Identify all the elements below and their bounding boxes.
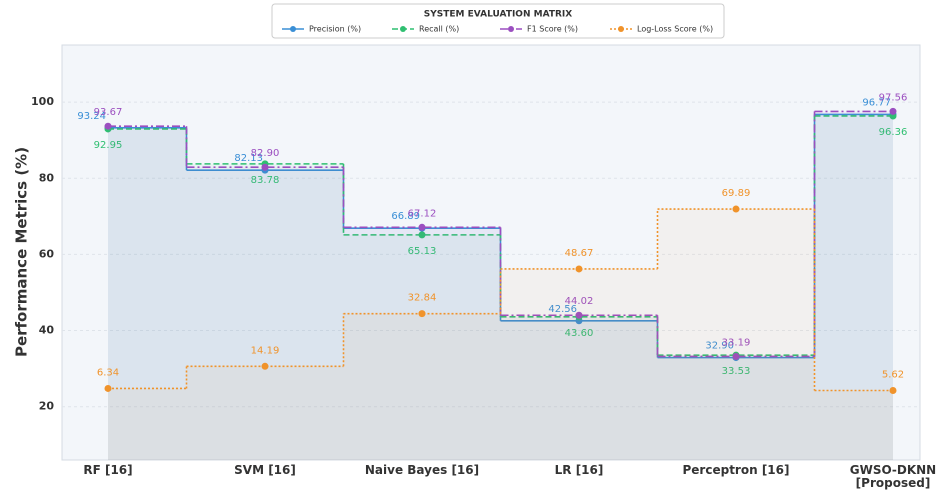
value-label: 6.34 <box>97 367 119 378</box>
x-tick-label: RF [16] <box>83 463 133 477</box>
y-tick-label: 40 <box>39 324 55 337</box>
value-label: 92.95 <box>94 140 123 151</box>
value-label: 42.56 <box>548 304 577 315</box>
x-tick-label: Perceptron [16] <box>682 463 790 477</box>
legend-label: F1 Score (%) <box>527 25 578 34</box>
area-fill <box>500 315 658 460</box>
area-fill <box>657 356 815 460</box>
point <box>104 384 112 392</box>
value-label: 33.53 <box>722 366 751 377</box>
area-fill <box>814 390 893 460</box>
area-fill <box>343 313 501 460</box>
value-label: 96.36 <box>879 127 908 138</box>
area-fill <box>657 209 815 460</box>
area-fill <box>657 355 815 460</box>
plot-area <box>61 44 921 461</box>
y-tick-label: 60 <box>39 247 55 260</box>
area-fill <box>108 388 187 460</box>
area-fill <box>500 268 658 460</box>
point <box>732 205 740 213</box>
area-fill <box>186 167 344 461</box>
x-tick-label: LR [16] <box>554 463 604 477</box>
area-fill <box>814 111 893 461</box>
area-fill <box>186 163 344 460</box>
area-fill <box>186 366 344 460</box>
y-tick-label: 80 <box>39 171 55 184</box>
y-axis-label: Performance Metrics (%) <box>13 147 31 357</box>
point <box>889 107 897 115</box>
value-label: 5.62 <box>882 369 904 380</box>
point <box>261 362 269 370</box>
legend-label: Recall (%) <box>419 25 459 34</box>
x-tick-label: Naive Bayes [16] <box>364 463 480 477</box>
point <box>104 122 112 130</box>
value-label: 93.67 <box>94 107 123 118</box>
area-fill <box>186 170 344 460</box>
area-fill <box>108 126 187 461</box>
point <box>889 386 897 394</box>
value-label: 14.19 <box>251 345 280 356</box>
legend-label: Precision (%) <box>309 25 361 34</box>
value-label: 82.90 <box>251 148 280 159</box>
value-label: 32.90 <box>705 341 734 352</box>
point <box>575 311 583 319</box>
value-label: 44.02 <box>565 296 594 307</box>
value-label: 43.60 <box>565 328 594 339</box>
value-label: 82.13 <box>234 153 263 164</box>
area-fill <box>108 127 187 460</box>
value-label: 48.67 <box>565 248 594 259</box>
point <box>418 310 426 318</box>
legend-title: SYSTEM EVALUATION MATRIX <box>424 10 572 20</box>
value-label: 96.77 <box>862 97 891 108</box>
x-tick-label: GWSO-DKNN [Proposed] <box>849 463 937 490</box>
x-tick-label: SVM [16] <box>234 463 296 477</box>
y-tick-label: 20 <box>39 400 55 413</box>
legend-marker <box>618 26 624 32</box>
area-fill <box>657 357 815 460</box>
value-label: 69.89 <box>722 188 751 199</box>
point <box>261 163 269 171</box>
value-label: 65.13 <box>408 246 437 257</box>
area-fill <box>814 115 893 460</box>
area-fill <box>343 227 501 460</box>
value-label: 33.19 <box>722 337 751 348</box>
value-label: 93.24 <box>77 111 106 122</box>
y-tick-label: 100 <box>31 95 54 108</box>
area-fill <box>108 128 187 460</box>
point <box>418 223 426 231</box>
area-fill <box>343 234 501 460</box>
area-fill <box>500 320 658 460</box>
area-fill <box>343 228 501 460</box>
point <box>575 265 583 273</box>
legend-label: Log-Loss Score (%) <box>637 25 713 34</box>
legend-marker <box>400 26 406 32</box>
value-label: 97.56 <box>879 92 908 103</box>
value-label: 67.12 <box>408 208 437 219</box>
legend-marker <box>290 26 296 32</box>
area-fill <box>500 316 658 460</box>
legend-marker <box>508 26 514 32</box>
area-fill <box>814 114 893 460</box>
value-label: 66.89 <box>391 211 420 222</box>
value-label: 83.78 <box>251 175 280 186</box>
value-label: 32.84 <box>408 293 437 304</box>
point <box>732 352 740 360</box>
point <box>418 231 426 239</box>
